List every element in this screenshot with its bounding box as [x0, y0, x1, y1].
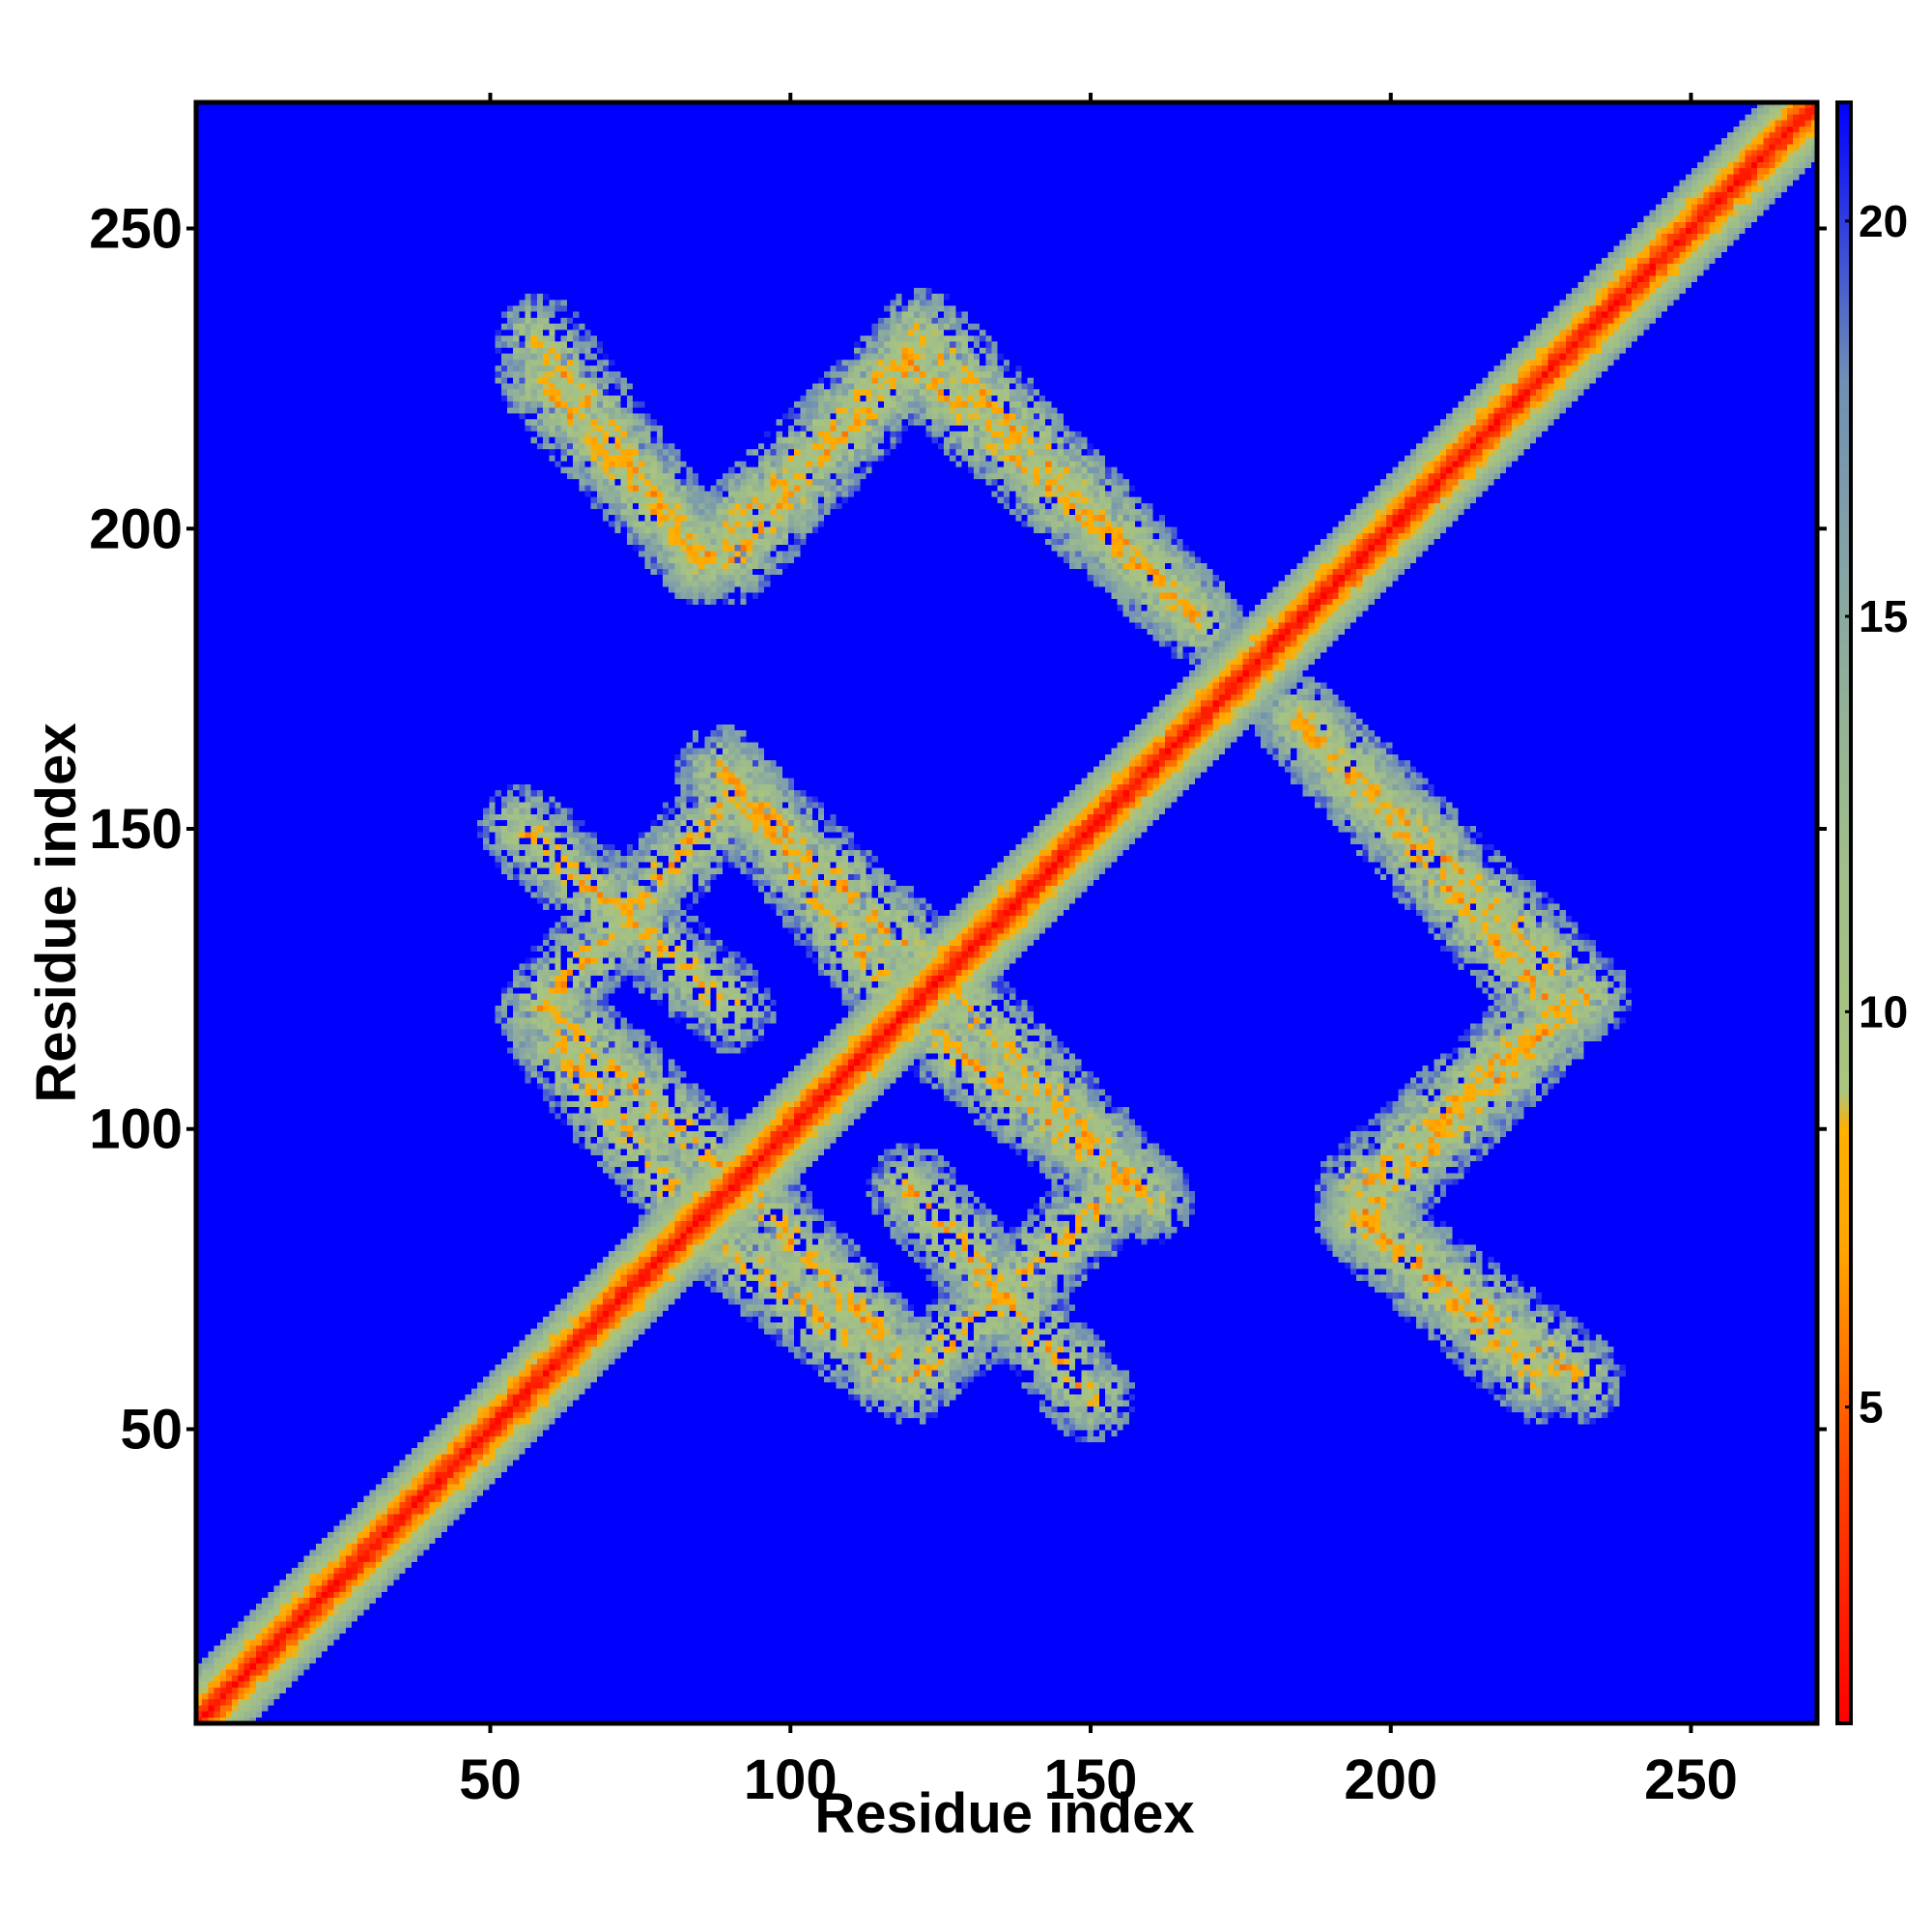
x-axis-ticks: 50 100 150 200 250: [459, 1723, 1738, 1811]
x-tick-label: 50: [459, 1748, 522, 1811]
top-axis-ticks: [488, 93, 1693, 102]
colorbar-tick-label: 15: [1859, 591, 1908, 641]
x-tick-label: 100: [744, 1748, 838, 1811]
y-tick-label: 100: [89, 1098, 183, 1161]
heatmap-cells: [196, 102, 1817, 1723]
colorbar-tick-label: 10: [1859, 986, 1908, 1037]
y-axis-label: Residue index: [25, 723, 88, 1102]
y-axis-ticks: 50 100 150 200 250: [89, 198, 1827, 1461]
plot-frame: [193, 99, 1820, 1726]
colorbar: [1835, 100, 1853, 1725]
x-axis-label: Residue index: [814, 1782, 1194, 1845]
colorbar-ticks: 5 10 15 20: [1845, 196, 1908, 1433]
x-tick-label: 250: [1644, 1748, 1738, 1811]
y-tick-label: 150: [89, 798, 183, 861]
y-tick-label: 250: [89, 198, 183, 261]
x-tick-label: 200: [1344, 1748, 1437, 1811]
colorbar-tick-label: 20: [1859, 196, 1908, 246]
colorbar-tick-label: 5: [1859, 1382, 1884, 1433]
y-tick-label: 200: [89, 497, 183, 560]
y-tick-label: 50: [120, 1398, 183, 1461]
x-tick-label: 150: [1044, 1748, 1138, 1811]
